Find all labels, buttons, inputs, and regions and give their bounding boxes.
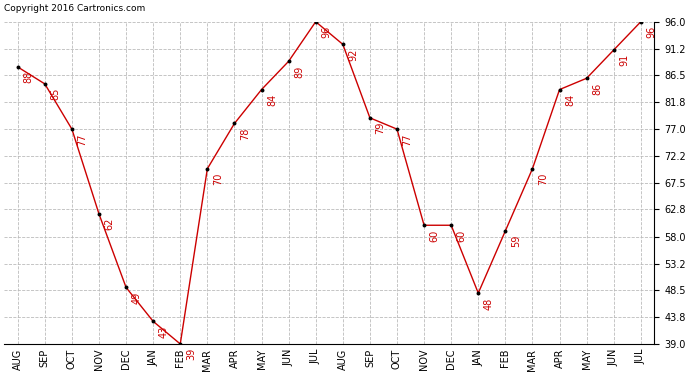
Text: 48: 48: [484, 297, 494, 309]
Point: [554, 87, 565, 93]
Text: 60: 60: [430, 230, 440, 242]
Point: [446, 222, 457, 228]
Text: 59: 59: [511, 235, 521, 248]
Text: 96: 96: [322, 26, 331, 38]
Text: 88: 88: [23, 71, 33, 83]
Text: 77: 77: [402, 133, 413, 146]
Point: [391, 126, 402, 132]
Text: 39: 39: [186, 348, 196, 360]
Text: 70: 70: [213, 173, 223, 185]
Text: 89: 89: [294, 66, 304, 78]
Point: [419, 222, 430, 228]
Point: [310, 19, 322, 25]
Text: 77: 77: [77, 133, 88, 146]
Point: [202, 166, 213, 172]
Point: [581, 75, 592, 81]
Point: [39, 81, 50, 87]
Text: 84: 84: [267, 94, 277, 106]
Text: 91: 91: [620, 54, 629, 66]
Text: 62: 62: [105, 218, 115, 231]
Text: 43: 43: [159, 326, 169, 338]
Point: [337, 41, 348, 47]
Point: [229, 120, 240, 126]
Text: 70: 70: [538, 173, 548, 185]
Point: [256, 87, 267, 93]
Point: [175, 341, 186, 347]
Point: [635, 19, 647, 25]
Text: Copyright 2016 Cartronics.com: Copyright 2016 Cartronics.com: [4, 4, 146, 13]
Point: [608, 47, 619, 53]
Text: 92: 92: [348, 48, 358, 61]
Point: [121, 284, 132, 290]
Point: [473, 290, 484, 296]
Text: 60: 60: [457, 230, 466, 242]
Point: [283, 58, 294, 64]
Point: [527, 166, 538, 172]
Text: 78: 78: [240, 128, 250, 140]
Point: [93, 211, 104, 217]
Text: 96: 96: [647, 26, 656, 38]
Point: [148, 318, 159, 324]
Point: [500, 228, 511, 234]
Text: 84: 84: [565, 94, 575, 106]
Text: 86: 86: [592, 82, 602, 94]
Text: 49: 49: [132, 292, 141, 304]
Point: [12, 64, 23, 70]
Point: [364, 115, 375, 121]
Point: [66, 126, 77, 132]
Text: 79: 79: [375, 122, 386, 134]
Text: 85: 85: [50, 88, 60, 101]
